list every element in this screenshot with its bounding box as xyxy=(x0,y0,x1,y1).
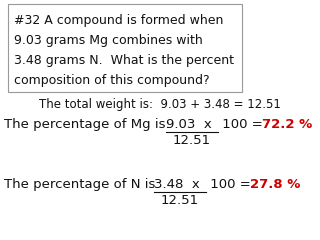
Text: 100 =: 100 = xyxy=(218,118,267,131)
Text: #32 A compound is formed when: #32 A compound is formed when xyxy=(14,14,223,27)
Text: 9.03  x: 9.03 x xyxy=(166,118,212,131)
Text: 12.51: 12.51 xyxy=(173,134,211,147)
Text: 3.48 grams N.  What is the percent: 3.48 grams N. What is the percent xyxy=(14,54,234,67)
Text: 27.8 %: 27.8 % xyxy=(250,178,300,191)
Text: The percentage of N is:: The percentage of N is: xyxy=(4,178,168,191)
Text: 72.2 %: 72.2 % xyxy=(262,118,312,131)
Text: 12.51: 12.51 xyxy=(161,194,199,207)
Text: 3.48  x: 3.48 x xyxy=(154,178,200,191)
Text: 100 =: 100 = xyxy=(206,178,255,191)
Text: composition of this compound?: composition of this compound? xyxy=(14,74,210,87)
Text: 9.03 grams Mg combines with: 9.03 grams Mg combines with xyxy=(14,34,203,47)
Text: The total weight is:  9.03 + 3.48 = 12.51: The total weight is: 9.03 + 3.48 = 12.51 xyxy=(39,98,281,111)
Text: The percentage of Mg is:: The percentage of Mg is: xyxy=(4,118,178,131)
